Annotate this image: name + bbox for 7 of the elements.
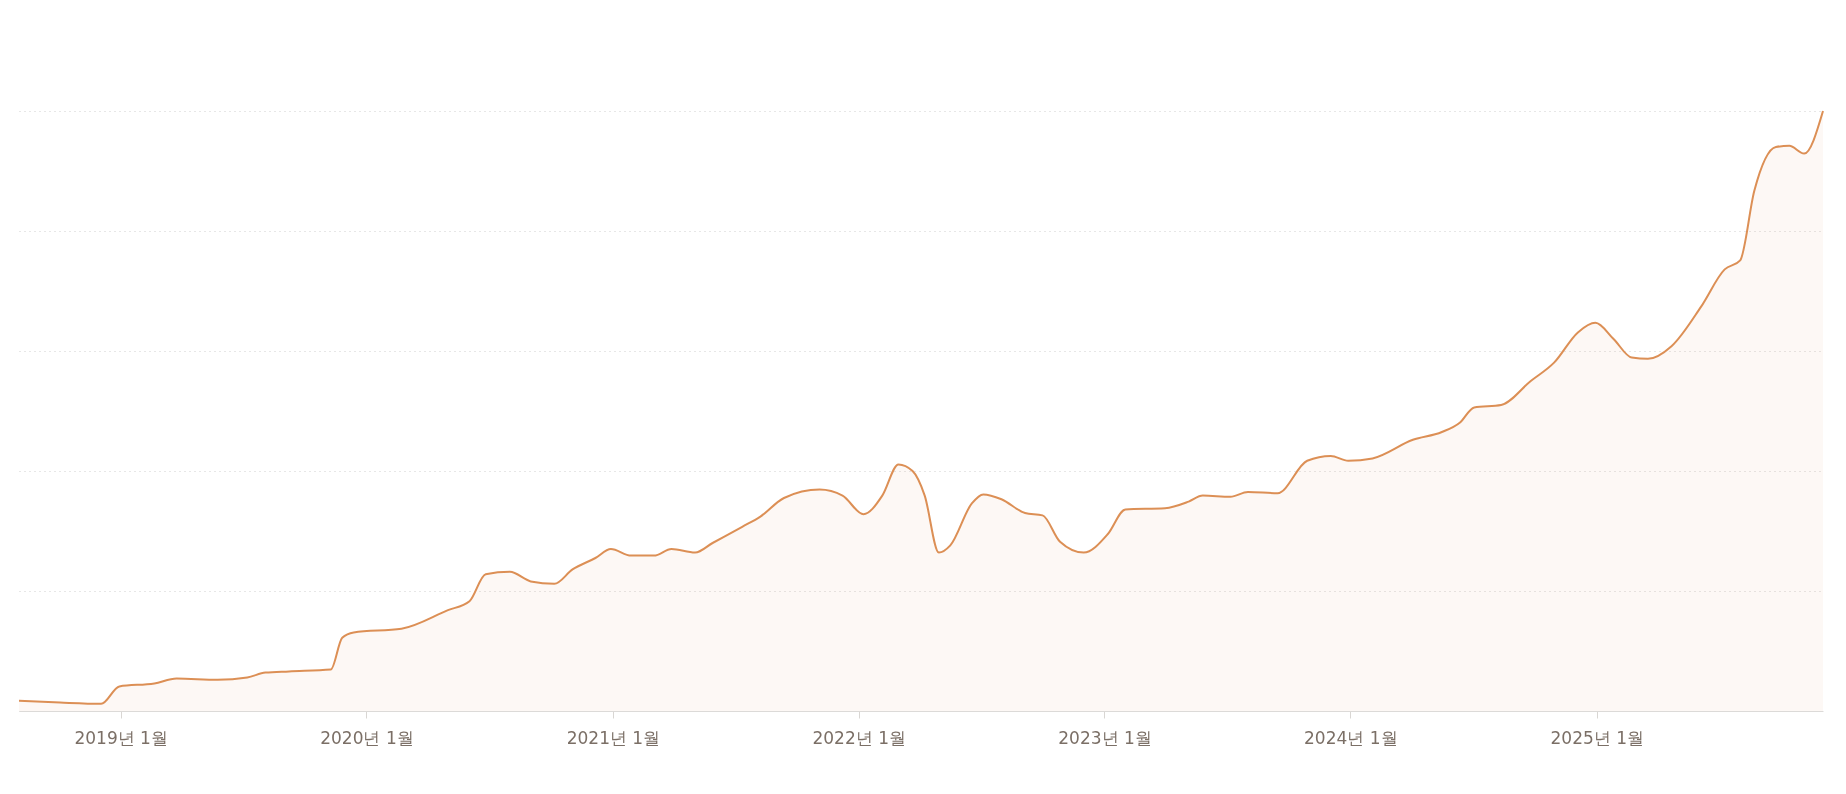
x-tick-label: 2019년 1월 — [74, 727, 168, 748]
x-tick-label: 2021년 1월 — [566, 727, 661, 748]
x-tick-label: 2022년 1월 — [812, 727, 906, 748]
x-tick-label: 2024년 1월 — [1304, 727, 1398, 748]
x-tick-label: 2025년 1월 — [1550, 727, 1644, 748]
x-tick-label: 2020년 1월 — [320, 727, 414, 748]
x-tick-label: 2023년 1월 — [1058, 727, 1152, 748]
